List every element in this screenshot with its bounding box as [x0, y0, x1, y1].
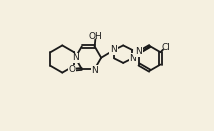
Text: N: N	[110, 45, 117, 54]
Text: O: O	[69, 65, 76, 74]
Text: N: N	[91, 66, 98, 75]
Text: N: N	[135, 47, 142, 56]
Text: N: N	[129, 54, 136, 63]
Text: N: N	[72, 53, 79, 62]
Text: Cl: Cl	[161, 43, 170, 52]
Text: OH: OH	[88, 32, 102, 41]
